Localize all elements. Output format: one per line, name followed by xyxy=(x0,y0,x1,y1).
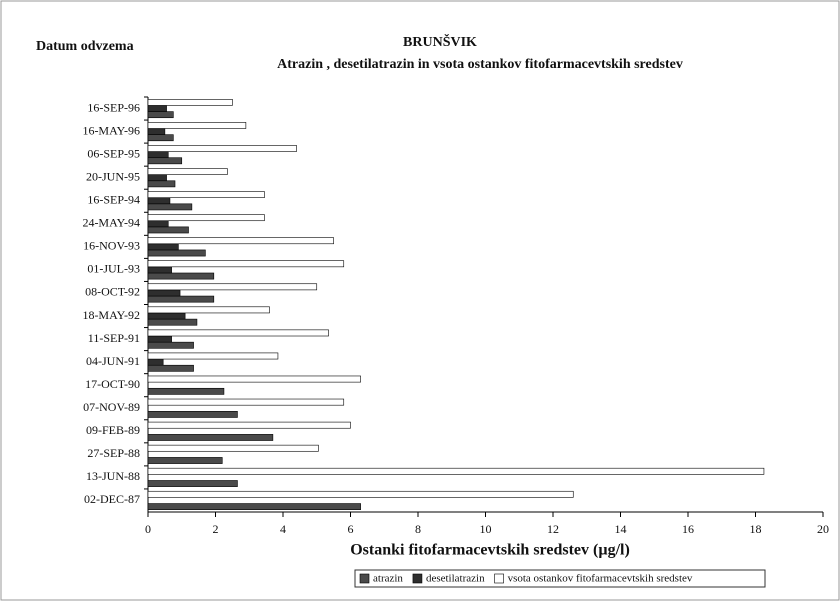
bar xyxy=(147,168,228,175)
legend-label: desetilatrazin xyxy=(426,573,485,585)
bar xyxy=(147,312,186,320)
bar xyxy=(147,122,247,129)
bar xyxy=(147,134,174,142)
bar xyxy=(147,434,274,441)
y-tick-label: 16-MAY-96 xyxy=(82,123,140,137)
legend-swatch xyxy=(359,573,370,584)
y-tick-label: 16-NOV-93 xyxy=(83,239,140,253)
legend-label: atrazin xyxy=(373,573,403,585)
bar xyxy=(147,490,574,498)
bar xyxy=(147,151,169,159)
y-tick-label: 02-DEC-87 xyxy=(84,492,140,506)
bar xyxy=(147,398,345,406)
bar xyxy=(147,341,194,349)
bar xyxy=(147,99,233,106)
x-tick-label: 2 xyxy=(213,522,219,536)
x-tick-label: 20 xyxy=(817,522,829,536)
y-tick-label: 11-SEP-91 xyxy=(88,331,140,345)
bar xyxy=(147,358,164,366)
bar xyxy=(147,191,265,198)
legend xyxy=(354,569,766,588)
y-tick-label: 16-SEP-96 xyxy=(87,100,140,114)
y-tick-label: 07-NOV-89 xyxy=(83,400,140,414)
bar xyxy=(147,306,270,314)
bar xyxy=(147,237,334,245)
bar xyxy=(147,444,319,452)
bar xyxy=(147,243,179,251)
bar xyxy=(147,421,351,429)
x-tick-label: 18 xyxy=(750,522,762,536)
bar xyxy=(147,128,166,135)
y-tick-label: 20-JUN-95 xyxy=(86,169,140,183)
bar xyxy=(147,197,171,205)
bar xyxy=(147,249,206,257)
bar xyxy=(147,411,238,418)
bar xyxy=(147,295,215,303)
legend-swatch xyxy=(494,573,504,584)
y-tick-label: 09-FEB-89 xyxy=(86,423,140,437)
bar xyxy=(147,283,318,291)
bar xyxy=(147,174,167,182)
x-tick-label: 10 xyxy=(480,522,492,536)
bar xyxy=(147,157,183,165)
bar xyxy=(147,503,361,510)
bar xyxy=(147,352,279,360)
bar xyxy=(147,318,198,326)
y-tick-label: 18-MAY-92 xyxy=(82,308,140,322)
y-tick-label: 13-JUN-88 xyxy=(86,469,140,483)
bar xyxy=(147,364,194,372)
y-tick-label: 04-JUN-91 xyxy=(86,354,140,368)
bar xyxy=(147,335,172,343)
x-tick-label: 14 xyxy=(615,522,627,536)
legend-swatch xyxy=(412,573,423,584)
y-tick-label: 24-MAY-94 xyxy=(82,216,140,230)
y-axis-title: Datum odvzema xyxy=(36,39,134,54)
legend-label: vsota ostankov fitofarmacevtskih sredste… xyxy=(508,573,693,585)
y-tick-label: 06-SEP-95 xyxy=(87,146,140,160)
x-axis-title: Ostanki fitofarmacevtskih sredstev (µg/l… xyxy=(350,542,630,559)
bar xyxy=(147,180,176,188)
bar xyxy=(147,260,345,268)
y-tick-label: 01-JUL-93 xyxy=(87,262,140,276)
bar xyxy=(147,375,361,383)
bar xyxy=(147,226,189,234)
x-tick-label: 0 xyxy=(145,522,151,536)
chart-subtitle: Atrazin , desetilatrazin in vsota ostank… xyxy=(277,57,683,72)
x-tick-label: 4 xyxy=(280,522,286,536)
bar xyxy=(147,457,223,464)
x-tick-label: 6 xyxy=(348,522,354,536)
bar xyxy=(147,105,167,112)
bar xyxy=(147,289,181,297)
bar xyxy=(147,203,193,211)
bar xyxy=(147,329,329,337)
x-tick-label: 8 xyxy=(415,522,421,536)
y-tick-label: 08-OCT-92 xyxy=(85,285,140,299)
bar xyxy=(147,467,765,475)
y-tick-label: 16-SEP-94 xyxy=(87,193,140,207)
y-tick-label: 27-SEP-88 xyxy=(87,446,140,460)
x-tick-label: 12 xyxy=(547,522,559,536)
bar xyxy=(147,387,225,395)
bar xyxy=(147,480,238,487)
bar xyxy=(147,111,174,119)
chart-title: BRUNŠVIK xyxy=(403,33,477,50)
x-tick-label: 16 xyxy=(682,522,694,536)
y-tick-label: 17-OCT-90 xyxy=(85,377,140,391)
bar xyxy=(147,266,172,274)
bar xyxy=(147,220,169,228)
bar xyxy=(147,214,265,222)
bar xyxy=(147,145,297,152)
bar xyxy=(147,272,215,280)
